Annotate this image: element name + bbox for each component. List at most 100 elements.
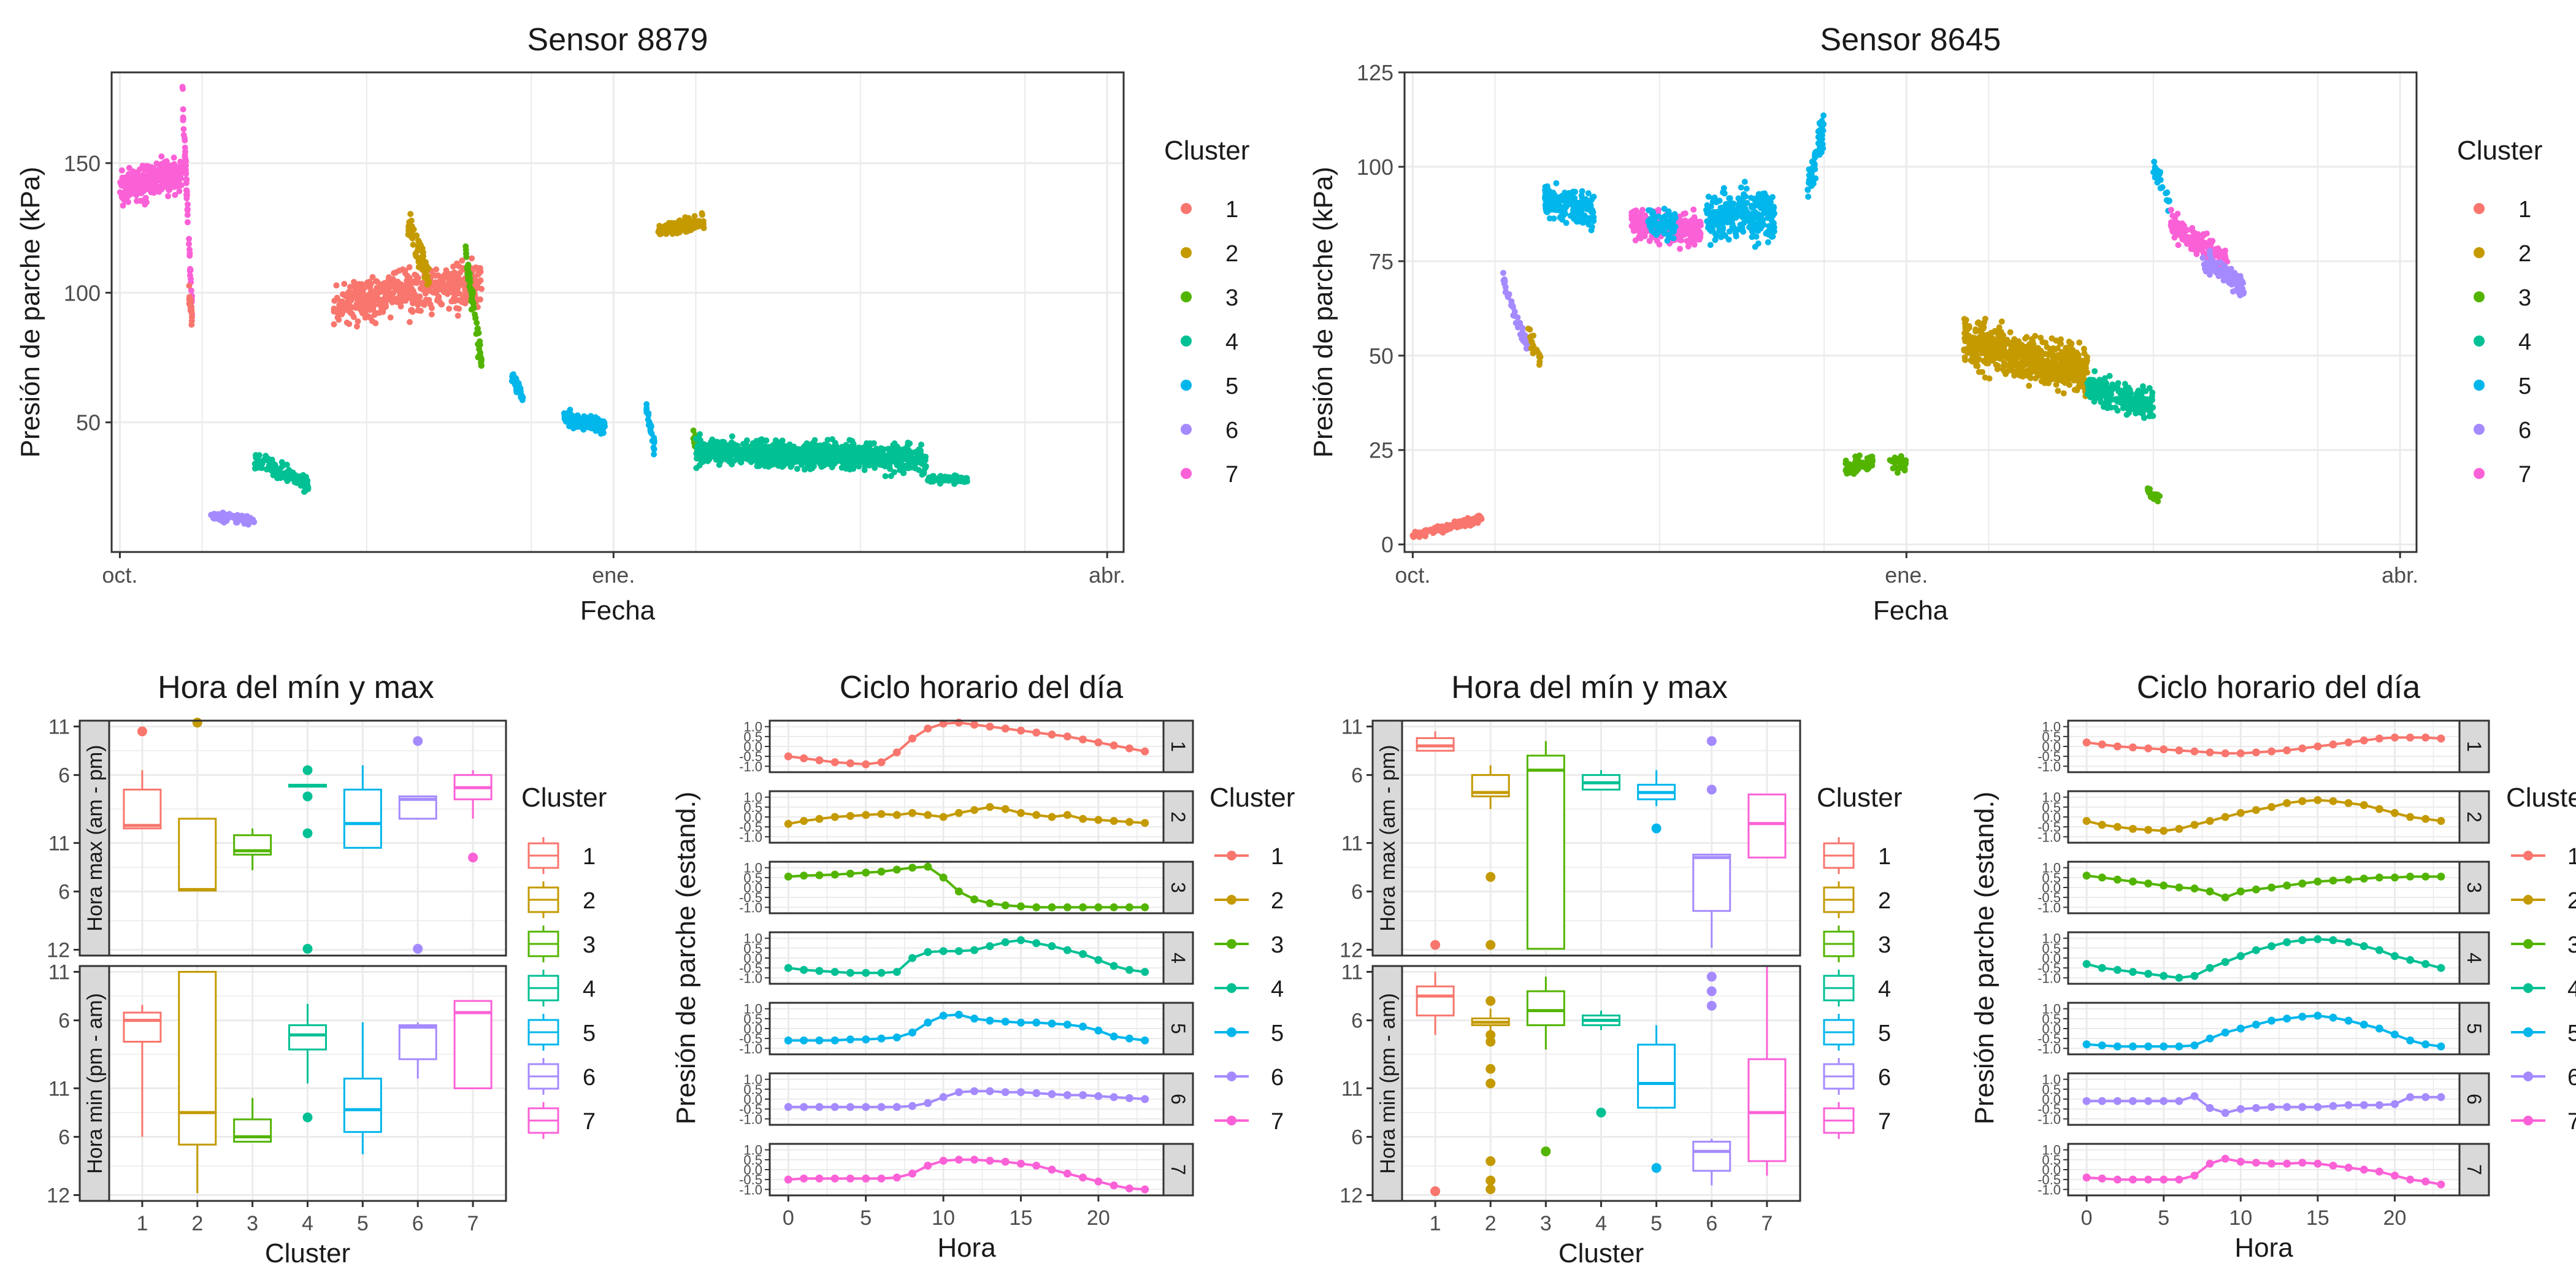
data-point [2105, 401, 2112, 408]
segment-cluster-5 [1542, 180, 1597, 234]
segment-cluster-4 [251, 452, 312, 495]
data-point [220, 509, 226, 516]
data-point [705, 448, 711, 454]
data-point [1845, 470, 1852, 477]
y-tick-label: 75 [1369, 249, 1393, 274]
data-point [347, 283, 353, 290]
data-point [426, 297, 432, 304]
legend-label-4: 4 [1225, 329, 1238, 355]
y-tick-label: 125 [1357, 60, 1393, 85]
data-point [1743, 185, 1750, 192]
y-tick-label: 100 [64, 280, 101, 305]
legend-point-5 [2474, 380, 2485, 391]
data-point [829, 450, 835, 457]
data-point [1501, 278, 1508, 285]
data-point [1766, 223, 1773, 229]
data-point [788, 462, 795, 469]
data-point [469, 255, 475, 262]
data-point [405, 294, 412, 301]
data-point [684, 228, 691, 235]
y-tick-label: 150 [64, 151, 101, 176]
data-point [415, 264, 422, 270]
data-point [1733, 233, 1739, 240]
data-point [413, 294, 420, 301]
data-point [572, 413, 579, 420]
data-point [1573, 208, 1579, 215]
data-point [2231, 270, 2237, 277]
data-point [1972, 328, 1979, 335]
data-point [445, 289, 452, 296]
data-point [694, 221, 700, 228]
data-point [394, 299, 401, 305]
data-point [858, 445, 865, 451]
data-point [118, 167, 125, 174]
y-tick-label: 50 [1369, 343, 1393, 369]
data-point [1652, 220, 1659, 226]
data-point [1847, 462, 1854, 469]
data-point [1661, 228, 1668, 234]
chart-title: Hora del mín y max [158, 670, 434, 705]
data-point [451, 269, 458, 276]
data-point [2030, 341, 2037, 348]
data-point [1704, 218, 1711, 224]
data-point [1741, 212, 1748, 218]
data-point [333, 282, 340, 289]
x-tick-label: ene. [592, 562, 635, 588]
data-point [1685, 240, 1692, 247]
outlier-point [302, 765, 313, 775]
data-point [1961, 346, 1968, 353]
data-point [697, 431, 703, 437]
data-point [1631, 208, 1638, 215]
data-point [1852, 457, 1859, 464]
data-point [1892, 454, 1898, 461]
data-point [159, 179, 166, 186]
data-point [1751, 213, 1758, 220]
segment-cluster-3 [1842, 452, 1876, 477]
data-point [725, 453, 732, 459]
data-point [372, 297, 378, 304]
data-point [1898, 464, 1904, 471]
data-point [348, 297, 355, 304]
data-point [140, 188, 147, 194]
data-point [2174, 210, 2181, 217]
data-point [1658, 215, 1665, 221]
data-point [285, 474, 291, 481]
data-point [1979, 369, 1986, 375]
data-point [1724, 207, 1731, 214]
data-point [180, 126, 187, 132]
data-point [275, 468, 282, 474]
data-point [1968, 357, 1974, 364]
data-point [818, 464, 825, 470]
data-point [689, 222, 695, 229]
x-axis-label: Fecha [580, 596, 656, 626]
data-point [124, 180, 131, 186]
data-point [377, 288, 383, 294]
data-point [1820, 122, 1827, 129]
segment-cluster-4 [693, 431, 929, 480]
data-point [852, 448, 859, 455]
data-point [1509, 304, 1516, 310]
data-point [1995, 362, 2001, 369]
data-point [718, 458, 724, 464]
data-point [371, 302, 377, 309]
data-point [597, 431, 604, 437]
data-point [233, 519, 239, 526]
legend-key-5: 5 [2474, 374, 2531, 399]
data-point [901, 456, 908, 462]
y-axis-label: Presión de parche (kPa) [1308, 167, 1338, 458]
data-point [1752, 243, 1758, 250]
data-point [2181, 232, 2188, 239]
legend-label-6: 6 [2518, 418, 2531, 443]
data-point [187, 307, 194, 314]
data-point [715, 441, 722, 448]
data-point [846, 458, 853, 464]
data-point [1514, 324, 1521, 331]
data-point [680, 220, 687, 226]
box-body [343, 788, 382, 849]
data-point [2173, 220, 2180, 226]
data-point [2213, 263, 2220, 270]
data-point [265, 457, 271, 464]
data-point [389, 296, 395, 303]
data-point [567, 407, 573, 413]
data-point [399, 283, 405, 289]
